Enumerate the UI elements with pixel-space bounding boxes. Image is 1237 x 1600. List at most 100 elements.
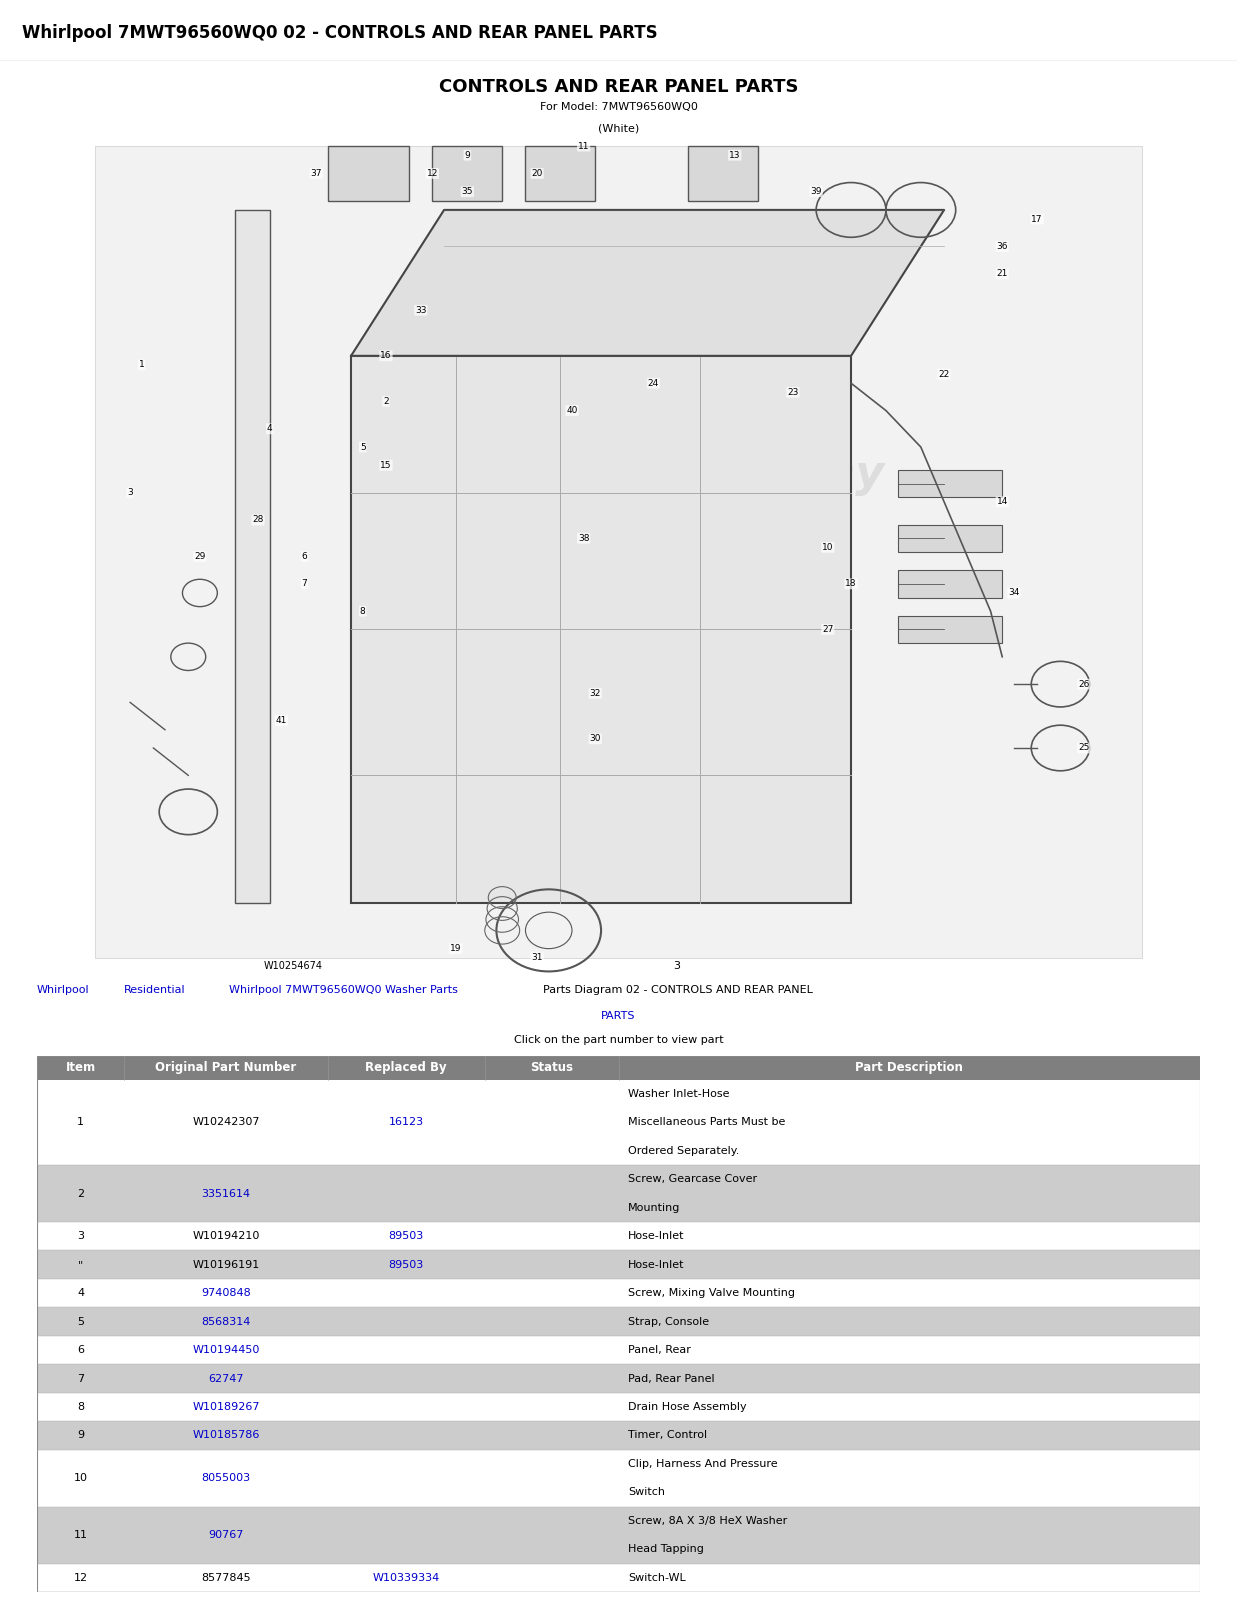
Text: 3351614: 3351614 <box>202 1189 251 1198</box>
Text: 12: 12 <box>427 170 438 178</box>
Text: W10242307: W10242307 <box>192 1117 260 1128</box>
Text: 6: 6 <box>302 552 308 562</box>
Text: 29: 29 <box>194 552 205 562</box>
Text: 8: 8 <box>77 1402 84 1413</box>
Bar <box>328 146 409 200</box>
Text: Pad, Rear Panel: Pad, Rear Panel <box>628 1373 715 1384</box>
Text: 18: 18 <box>845 579 857 589</box>
Text: 5: 5 <box>360 443 366 451</box>
Text: 8: 8 <box>360 606 366 616</box>
Text: Clip, Harness And Pressure: Clip, Harness And Pressure <box>628 1459 777 1469</box>
Bar <box>37 1336 1200 1365</box>
Text: 35: 35 <box>461 187 473 197</box>
Text: Washer Inlet-Hose: Washer Inlet-Hose <box>628 1090 730 1099</box>
Bar <box>526 146 595 200</box>
Bar <box>898 525 1002 552</box>
Text: 41: 41 <box>276 717 287 725</box>
Text: 6: 6 <box>77 1346 84 1355</box>
Text: 27: 27 <box>823 626 834 634</box>
Bar <box>37 1507 1200 1563</box>
Text: 30: 30 <box>590 734 601 744</box>
Text: 8577845: 8577845 <box>202 1573 251 1582</box>
Text: PARTS: PARTS <box>601 1011 636 1021</box>
Text: Screw, Mixing Valve Mounting: Screw, Mixing Valve Mounting <box>628 1288 795 1298</box>
Text: Click on the part number to view part: Click on the part number to view part <box>513 1035 724 1045</box>
Bar <box>37 1165 1200 1222</box>
Text: Original Part Number: Original Part Number <box>156 1061 297 1074</box>
Text: 21: 21 <box>997 269 1008 278</box>
Text: Screw, Gearcase Cover: Screw, Gearcase Cover <box>628 1174 757 1184</box>
Text: 89503: 89503 <box>388 1232 424 1242</box>
Text: Whirlpool 7MWT96560WQ0 Washer Parts: Whirlpool 7MWT96560WQ0 Washer Parts <box>229 984 458 995</box>
Text: 5: 5 <box>77 1317 84 1326</box>
Text: 23: 23 <box>787 387 799 397</box>
Text: Residential: Residential <box>124 984 186 995</box>
Text: 10: 10 <box>74 1474 88 1483</box>
Text: Switch: Switch <box>628 1488 664 1498</box>
Text: 62747: 62747 <box>208 1373 244 1384</box>
Text: W10189267: W10189267 <box>192 1402 260 1413</box>
Bar <box>898 470 1002 498</box>
Text: 8568314: 8568314 <box>202 1317 251 1326</box>
Text: For Model: 7MWT96560WQ0: For Model: 7MWT96560WQ0 <box>539 102 698 112</box>
Bar <box>37 1080 1200 1165</box>
Bar <box>95 146 1142 958</box>
Bar <box>37 1421 1200 1450</box>
Text: the laundry company: the laundry company <box>353 453 884 496</box>
Text: 40: 40 <box>567 406 578 414</box>
Text: W10339334: W10339334 <box>372 1573 440 1582</box>
Text: 9740848: 9740848 <box>202 1288 251 1298</box>
Bar <box>37 1056 1200 1080</box>
Bar <box>37 1392 1200 1421</box>
Text: 2: 2 <box>383 397 388 406</box>
Text: W10254674: W10254674 <box>263 962 323 971</box>
Bar <box>688 146 758 200</box>
Text: (White): (White) <box>597 123 640 133</box>
Text: Replaced By: Replaced By <box>365 1061 447 1074</box>
Bar <box>235 210 270 902</box>
Text: 9: 9 <box>464 150 470 160</box>
Text: 16123: 16123 <box>388 1117 424 1128</box>
Text: 31: 31 <box>532 954 543 962</box>
Text: W10194450: W10194450 <box>193 1346 260 1355</box>
Text: Timer, Control: Timer, Control <box>628 1430 706 1440</box>
Bar <box>898 570 1002 597</box>
Bar <box>37 1365 1200 1392</box>
Text: 28: 28 <box>252 515 263 525</box>
Text: Drain Hose Assembly: Drain Hose Assembly <box>628 1402 746 1413</box>
Text: 12: 12 <box>74 1573 88 1582</box>
Text: Switch-WL: Switch-WL <box>628 1573 685 1582</box>
Text: 89503: 89503 <box>388 1259 424 1270</box>
Text: 1: 1 <box>77 1117 84 1128</box>
Text: Hose-Inlet: Hose-Inlet <box>628 1232 684 1242</box>
Bar <box>37 1251 1200 1278</box>
Text: 34: 34 <box>1008 589 1019 597</box>
Text: 9: 9 <box>77 1430 84 1440</box>
Text: 20: 20 <box>532 170 543 178</box>
Text: 8055003: 8055003 <box>202 1474 251 1483</box>
Bar <box>37 1307 1200 1336</box>
Text: 33: 33 <box>416 306 427 315</box>
Text: 3: 3 <box>673 962 680 971</box>
Text: 90767: 90767 <box>208 1530 244 1541</box>
Text: W10196191: W10196191 <box>193 1259 260 1270</box>
Text: Ordered Separately.: Ordered Separately. <box>628 1146 740 1155</box>
Bar <box>37 1222 1200 1251</box>
Text: W10185786: W10185786 <box>193 1430 260 1440</box>
Text: Panel, Rear: Panel, Rear <box>628 1346 690 1355</box>
Text: 4: 4 <box>267 424 272 434</box>
Bar <box>898 616 1002 643</box>
Text: Miscellaneous Parts Must be: Miscellaneous Parts Must be <box>628 1117 785 1128</box>
Text: 37: 37 <box>310 170 322 178</box>
Text: Parts Diagram 02 - CONTROLS AND REAR PANEL: Parts Diagram 02 - CONTROLS AND REAR PAN… <box>543 984 813 995</box>
Bar <box>37 1563 1200 1592</box>
Text: 10: 10 <box>823 542 834 552</box>
Bar <box>37 1278 1200 1307</box>
Text: ": " <box>78 1259 83 1270</box>
Text: Whirlpool 7MWT96560WQ0 02 - CONTROLS AND REAR PANEL PARTS: Whirlpool 7MWT96560WQ0 02 - CONTROLS AND… <box>22 24 658 43</box>
Text: 24: 24 <box>648 379 659 387</box>
Text: 11: 11 <box>578 141 589 150</box>
Text: 13: 13 <box>729 150 741 160</box>
Text: 38: 38 <box>578 534 589 542</box>
Text: 26: 26 <box>1077 680 1090 688</box>
